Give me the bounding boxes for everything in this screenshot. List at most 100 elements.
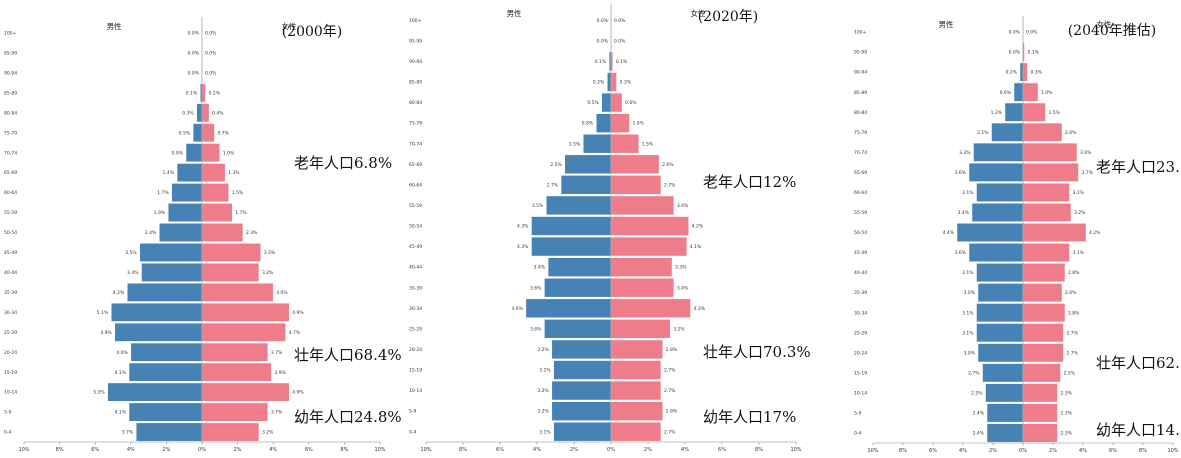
age-group-label: 65-69 [4,170,17,176]
age-group-label: 15-19 [409,368,422,374]
male-bar [607,72,612,92]
female-value-label: 2.8% [666,347,678,353]
female-bar [201,342,269,362]
x-tick-label: 2% [644,447,652,453]
male-value-label: 0.0% [188,31,200,37]
female-value-label: 4.0% [276,290,288,296]
female-value-label: 2.7% [1067,330,1079,336]
x-tick-label: 0% [198,447,206,453]
male-bar [525,298,612,318]
female-bar [1022,243,1070,263]
male-value-label: 2.7% [547,182,559,188]
male-bar [976,303,1024,323]
female-value-label: 2.7% [664,182,676,188]
male-bar [976,182,1024,202]
female-bar [1022,283,1063,303]
x-tick-label: 6% [718,447,726,453]
female-value-label: 2.7% [664,388,676,394]
age-group-label: 20-24 [409,347,422,353]
age-group-label: 5-9 [4,410,11,416]
female-value-label: 3.3% [675,265,687,271]
male-bar [985,383,1024,403]
male-bar [977,343,1024,363]
age-group-label: 60-64 [4,190,17,196]
male-value-label: 4.9% [100,330,112,336]
annotation-working: 壮年人口68.4% [294,346,402,364]
male-label: 男性 [107,21,122,31]
age-group-label: 20-24 [4,350,17,356]
male-bar [976,263,1024,283]
male-value-label: 3.4% [127,270,139,276]
male-bar [968,162,1024,182]
age-group-label: 80-84 [854,110,867,116]
pyramid-2000: 100+ 0.0% 0.0% 95-99 0.0% 0.0% 90-94 0.0% 0.0% 85… [4,17,402,453]
male-value-label: 0.0% [597,38,609,44]
age-group-label: 10-14 [4,390,17,396]
age-group-label: 35-39 [409,285,422,291]
male-bar [114,322,203,342]
female-bar [1022,363,1061,383]
female-value-label: 3.7% [271,350,283,356]
female-bar [1022,62,1028,82]
age-group-label: 90-94 [4,70,17,76]
male-bar [986,423,1024,443]
female-value-label: 4.1% [690,244,702,250]
female-value-label: 3.9% [274,370,286,376]
female-bar [1022,102,1046,122]
female-bar [610,278,675,298]
male-value-label: 3.5% [532,203,544,209]
age-group-label: 95-99 [854,50,867,56]
male-bar [141,262,203,282]
female-value-label: 1.5% [1049,110,1061,116]
male-bar [531,236,612,257]
x-tick-label: 10% [867,448,878,454]
age-group-label: 95-99 [409,38,422,44]
x-tick-label: 10% [374,447,385,453]
female-bar [1022,182,1070,202]
female-value-label: 3.6% [1080,150,1092,156]
female-bar [201,83,206,103]
male-bar [1019,62,1024,82]
male-value-label: 3.4% [534,265,546,271]
female-bar [610,401,664,421]
male-bar [1013,82,1024,102]
male-bar [956,223,1024,242]
female-bar [201,163,226,183]
male-bar [185,143,203,163]
male-bar [135,422,203,442]
female-value-label: 3.1% [1073,190,1085,196]
female-bar [610,319,671,339]
male-bar [544,319,612,339]
female-bar [1022,323,1064,343]
chart-title: (2020年) [698,9,759,25]
female-value-label: 1.5% [232,190,244,196]
x-tick-label: 10% [18,447,29,453]
female-bar [201,123,215,143]
male-value-label: 3.6% [955,250,967,256]
male-bar [139,243,203,262]
male-value-label: 0.0% [188,70,200,76]
male-value-label: 0.1% [595,59,607,65]
male-bar [595,113,612,133]
male-value-label: 3.0% [964,350,976,356]
x-tick-label: 10% [420,447,431,453]
male-value-label: 2.7% [968,370,980,376]
male-value-label: 1.9% [154,210,166,216]
male-value-label: 4.3% [517,224,529,230]
male-value-label: 0.3% [182,110,194,116]
male-bar [973,142,1024,162]
x-tick-label: 8% [459,447,467,453]
male-bar [546,195,612,216]
age-group-label: 5-9 [409,409,416,415]
chart-title: (2000年) [282,24,343,40]
age-group-label: 60-64 [409,182,422,188]
annotation-young: 幼年人口14.2% [1096,421,1181,439]
male-bar [553,360,612,380]
male-bar [551,380,612,401]
age-group-label: 75-79 [854,130,867,136]
female-bar [610,298,691,318]
age-group-label: 25-29 [4,330,17,336]
female-value-label: 3.4% [677,203,689,209]
x-tick-label: 2% [162,447,170,453]
